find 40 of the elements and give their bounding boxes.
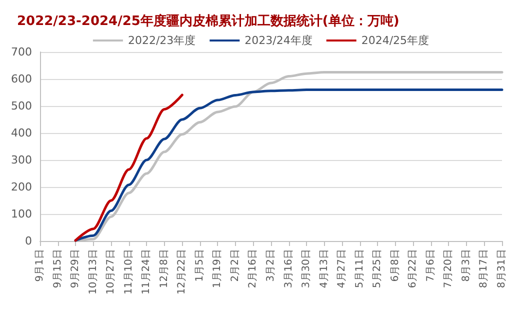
x-tick-label: 9月15日 — [52, 249, 64, 288]
line-series — [74, 94, 184, 242]
y-tick-label: 600 — [11, 72, 32, 86]
x-tick-label: 10月13日 — [88, 249, 99, 294]
chart-title: 2022/23-2024/25年度疆内皮棉累计加工数据统计(单位：万吨) — [17, 13, 400, 29]
x-tick-label: 3月16日 — [283, 249, 294, 288]
x-tick-label: 6月22日 — [408, 249, 419, 288]
y-tick-label: 400 — [11, 126, 32, 140]
x-tick-label: 8月31日 — [496, 249, 508, 288]
x-tick-label: 1月19日 — [212, 249, 224, 288]
x-tick-label: 1月5日 — [194, 249, 206, 282]
x-tick-label: 10月27日 — [106, 249, 117, 294]
x-tick-label: 11月24日 — [141, 249, 152, 294]
x-tick-label: 9月1日 — [34, 249, 46, 282]
x-tick-label: 6月8日 — [390, 249, 401, 282]
y-tick-label: 700 — [11, 46, 32, 58]
x-tick-label: 4月13日 — [318, 249, 330, 288]
y-tick-label: 300 — [11, 154, 32, 166]
x-tick-label: 9月29日 — [70, 249, 82, 288]
x-tick-label: 4月27日 — [336, 249, 348, 288]
x-tick-label: 8月17日 — [478, 249, 490, 288]
x-tick-label: 5月11日 — [354, 249, 366, 288]
x-tick-label: 5月25日 — [372, 249, 384, 288]
y-tick-label: 500 — [11, 100, 32, 112]
legend-label: 2022/23年度 — [128, 34, 196, 47]
y-tick-label: 200 — [11, 180, 32, 194]
x-tick-label: 12月22日 — [176, 249, 188, 294]
x-tick-label: 12月8日 — [158, 249, 170, 288]
x-tick-label: 7月6日 — [425, 249, 436, 282]
x-tick-label: 2月16日 — [248, 249, 259, 288]
y-tick-label: 0 — [25, 234, 32, 248]
legend-label: 2023/24年度 — [244, 34, 312, 47]
x-tick-label: 2月2日 — [230, 249, 241, 282]
y-tick-label: 100 — [11, 208, 32, 220]
x-tick-label: 3月30日 — [301, 249, 312, 288]
x-tick-label: 8月3日 — [460, 249, 472, 282]
x-tick-label: 11月10日 — [123, 249, 134, 294]
legend-label: 2024/25年度 — [361, 34, 430, 47]
x-tick-label: 3月2日 — [266, 249, 276, 282]
x-tick-label: 7月20日 — [443, 249, 454, 288]
